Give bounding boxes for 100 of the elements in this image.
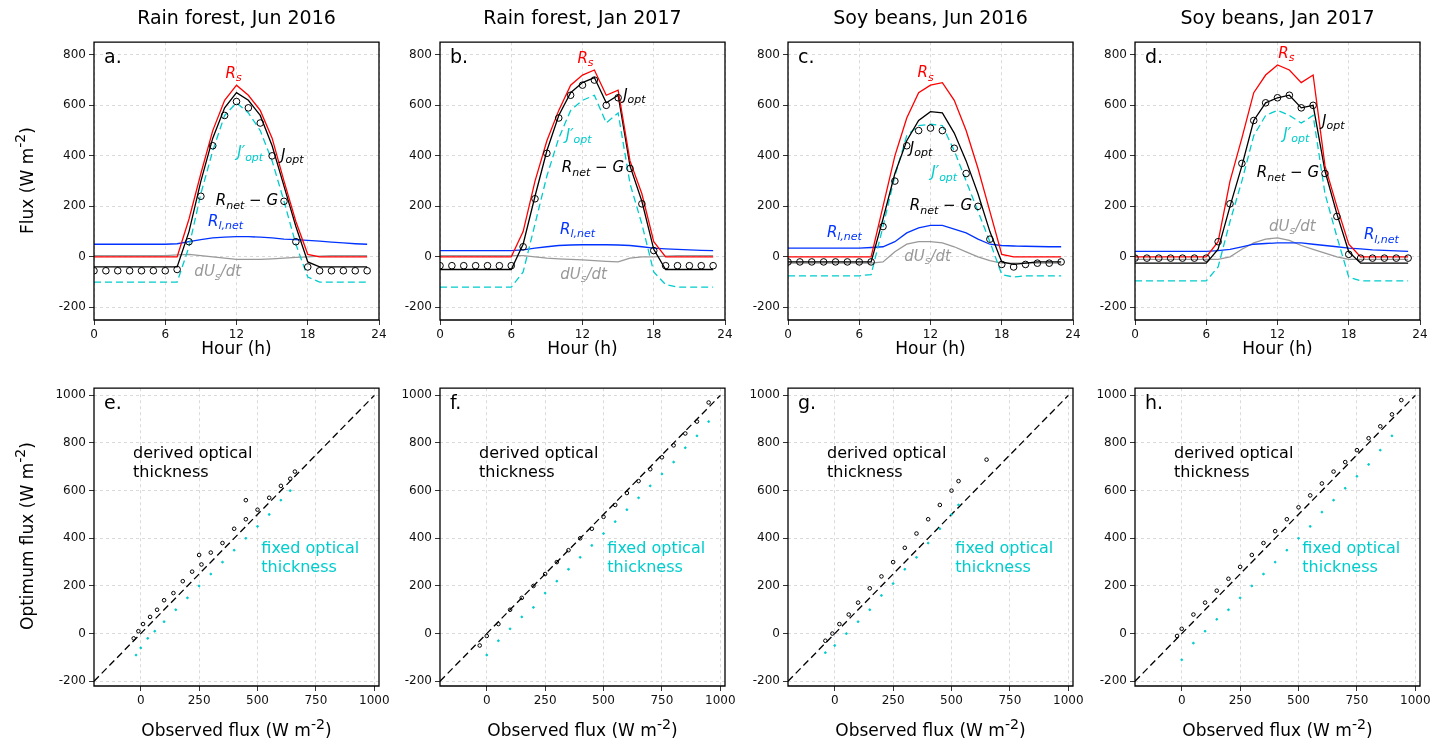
- x-axis-title: Observed flux (W m$^{-2}$): [486, 716, 679, 740]
- y-tick-label: 1000: [55, 387, 86, 402]
- x-tick-label: 6: [507, 327, 516, 342]
- y-tick-label: -200: [404, 673, 432, 688]
- point: [220, 111, 229, 120]
- x-tick-label: 1000: [705, 693, 736, 708]
- x-tick-label: 750: [998, 693, 1022, 708]
- point: [685, 261, 694, 270]
- y-tick-label: 0: [78, 248, 86, 263]
- point: [292, 237, 300, 246]
- point: [950, 144, 959, 153]
- point: [1273, 93, 1282, 102]
- y-tick-label: 400: [757, 147, 780, 162]
- point: [673, 261, 682, 270]
- point: [1321, 169, 1329, 178]
- point: [554, 114, 563, 122]
- x-tick-label: 24: [1065, 327, 1081, 342]
- y-tick-label: 1000: [749, 387, 780, 402]
- x-tick-label: 1000: [359, 693, 390, 708]
- y-tick-label: 800: [409, 435, 432, 450]
- y-tick-label: 200: [409, 198, 432, 213]
- point: [1166, 254, 1175, 262]
- x-tick-label: 18: [646, 327, 662, 342]
- point: [807, 258, 816, 266]
- y-tick-label: -200: [752, 299, 780, 314]
- point: [914, 126, 923, 135]
- point: [1009, 263, 1018, 271]
- point: [185, 237, 193, 246]
- point: [1202, 254, 1211, 262]
- point: [1344, 250, 1353, 259]
- x-tick-label: 24: [717, 327, 733, 342]
- point: [962, 169, 970, 178]
- y-tick-label: 600: [1104, 97, 1127, 112]
- point: [626, 164, 634, 173]
- y-tick-label: 200: [1104, 198, 1127, 213]
- y-tick-label: 400: [63, 147, 86, 162]
- x-tick-label: 750: [1345, 693, 1369, 708]
- point: [256, 119, 265, 127]
- point: [1285, 91, 1294, 100]
- point: [661, 261, 670, 270]
- x-tick-label: 500: [940, 693, 963, 708]
- point: [483, 261, 492, 270]
- y-tick-label: 600: [757, 97, 780, 112]
- x-tick-label: 6: [161, 327, 170, 342]
- annotation: a.: [104, 45, 122, 68]
- y-tick-label: 0: [424, 625, 432, 640]
- y-tick-label: 800: [63, 46, 86, 61]
- line-series: [1135, 109, 1409, 282]
- y-tick-label: 600: [63, 97, 86, 112]
- y-tick-label: 200: [63, 198, 86, 213]
- point: [459, 261, 468, 270]
- point: [149, 266, 158, 275]
- annotation: c.: [798, 45, 815, 68]
- point: [303, 263, 312, 271]
- x-tick-label: 0: [830, 693, 839, 708]
- x-tick-label: 1000: [1053, 693, 1084, 708]
- y-tick-label: 400: [63, 530, 86, 545]
- x-tick-label: 0: [1131, 327, 1139, 342]
- y-tick-label: 1000: [1096, 387, 1127, 402]
- point: [1297, 104, 1306, 112]
- text: derived optical thickness: [479, 442, 599, 481]
- y-tick-label: 0: [772, 248, 780, 263]
- point: [1154, 254, 1163, 262]
- chart-title: Soy beans, Jun 2016: [832, 6, 1029, 28]
- point: [697, 261, 706, 270]
- chart-title: Rain forest, Jun 2016: [136, 6, 337, 28]
- text: derived optical thickness: [1174, 442, 1294, 481]
- point: [113, 266, 122, 275]
- point: [796, 258, 804, 266]
- x-tick-label: 500: [1287, 693, 1310, 708]
- x-tick-label: 250: [881, 693, 905, 708]
- text: fixed optical thickness: [607, 538, 706, 577]
- y-tick-label: 400: [1104, 530, 1127, 545]
- y-tick-label: 600: [409, 482, 432, 497]
- point: [339, 266, 348, 275]
- text: derived optical thickness: [827, 442, 947, 481]
- x-tick-label: 6: [1202, 327, 1211, 342]
- annotation: f.: [450, 391, 462, 414]
- point: [1033, 259, 1042, 267]
- point: [879, 222, 887, 231]
- point: [997, 260, 1006, 269]
- annotation: b.: [450, 45, 469, 68]
- point: [173, 265, 181, 274]
- y-tick-label: 800: [1104, 435, 1127, 450]
- point: [986, 235, 994, 243]
- point: [1261, 99, 1270, 107]
- point: [471, 261, 480, 270]
- point: [1178, 254, 1187, 262]
- y-tick-label: 200: [63, 578, 86, 593]
- point: [578, 81, 587, 89]
- chart-title: Soy beans, Jan 2017: [1179, 6, 1376, 28]
- y-tick-label: 800: [757, 46, 780, 61]
- point: [1356, 254, 1365, 262]
- point: [926, 124, 935, 132]
- point: [1380, 254, 1389, 262]
- annotation: h.: [1145, 391, 1164, 414]
- x-axis-title: Observed flux (W m$^{-2}$): [140, 716, 333, 740]
- point: [208, 141, 217, 150]
- point: [244, 104, 253, 112]
- x-tick-label: 0: [436, 327, 444, 342]
